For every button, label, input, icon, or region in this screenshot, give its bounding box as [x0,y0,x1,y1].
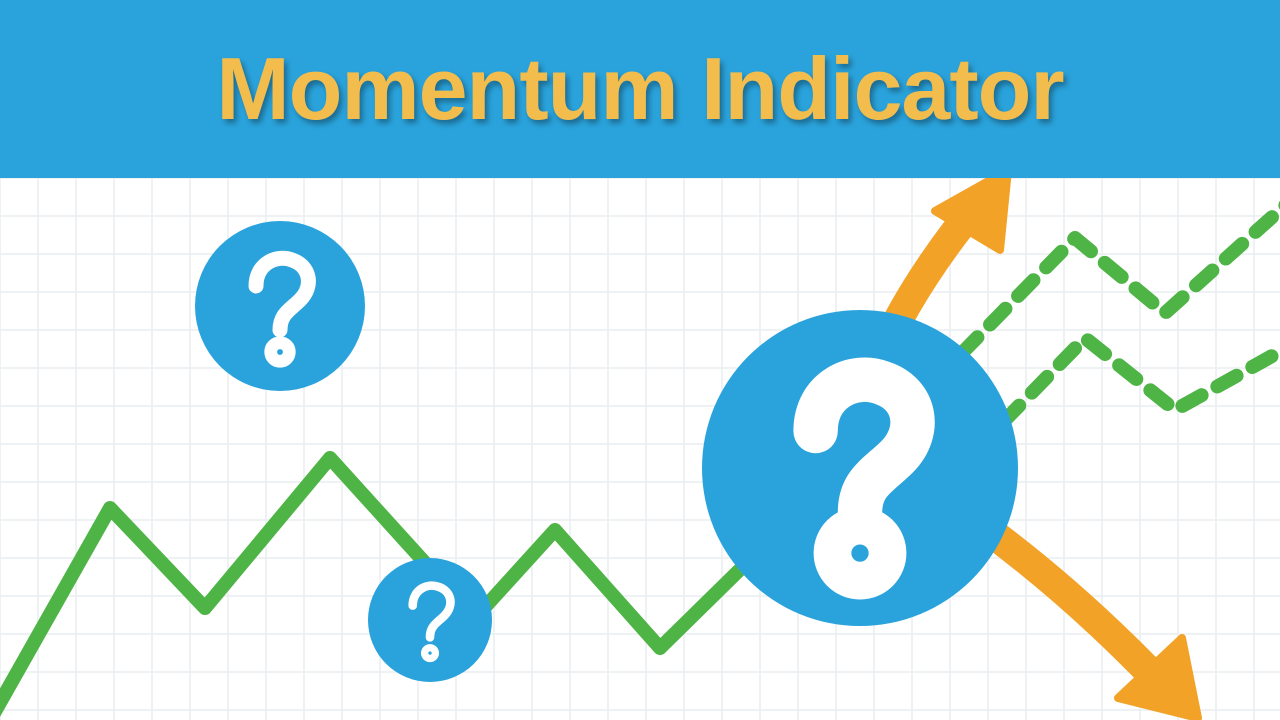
chart-svg [0,178,1280,720]
page-title: Momentum Indicator [216,38,1063,140]
header-banner: Momentum Indicator [0,0,1280,178]
infographic-canvas: Momentum Indicator [0,0,1280,720]
chart-area [0,178,1280,720]
